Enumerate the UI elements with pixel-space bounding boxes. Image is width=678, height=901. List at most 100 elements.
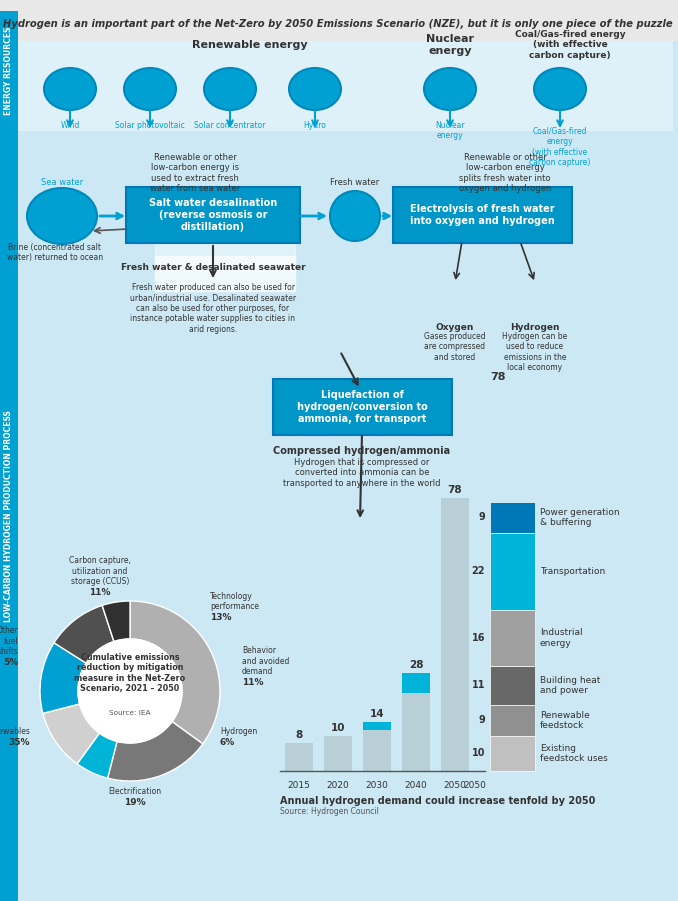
Text: Transportation: Transportation bbox=[540, 567, 605, 576]
Text: 6%: 6% bbox=[220, 738, 235, 747]
Text: Fresh water produced can also be used for
urban/industrial use. Desalinated seaw: Fresh water produced can also be used fo… bbox=[130, 283, 296, 333]
Text: Fresh water: Fresh water bbox=[330, 178, 380, 187]
Bar bbox=[402, 673, 430, 693]
Wedge shape bbox=[40, 642, 86, 714]
Bar bbox=[0, 131, 18, 901]
Text: 11%: 11% bbox=[242, 678, 264, 687]
FancyBboxPatch shape bbox=[393, 187, 572, 243]
Text: Industrial
energy: Industrial energy bbox=[540, 628, 582, 648]
Text: 78: 78 bbox=[447, 485, 462, 495]
Bar bbox=[490, 736, 535, 771]
Text: 2050: 2050 bbox=[443, 781, 466, 790]
Bar bbox=[490, 610, 535, 666]
Text: 2050: 2050 bbox=[463, 781, 486, 790]
Ellipse shape bbox=[124, 68, 176, 110]
Text: Renewables: Renewables bbox=[0, 727, 30, 736]
Text: Fresh water & desalinated seawater: Fresh water & desalinated seawater bbox=[121, 263, 305, 272]
Text: Behavior
and avoided
demand: Behavior and avoided demand bbox=[242, 646, 290, 676]
Text: 14: 14 bbox=[370, 709, 384, 719]
Text: Brine (concentrated salt
water) returned to ocean: Brine (concentrated salt water) returned… bbox=[7, 243, 103, 262]
Text: 16: 16 bbox=[471, 633, 485, 643]
Text: Hydrogen is an important part of the Net-Zero by 2050 Emissions Scenario (NZE), : Hydrogen is an important part of the Net… bbox=[3, 19, 673, 29]
Text: 5%: 5% bbox=[3, 658, 18, 667]
Ellipse shape bbox=[204, 68, 256, 110]
Text: ENERGY RESOURCES: ENERGY RESOURCES bbox=[5, 27, 14, 115]
Text: 22: 22 bbox=[471, 567, 485, 577]
Text: Other
fuel
shifts: Other fuel shifts bbox=[0, 626, 18, 656]
Text: 11%: 11% bbox=[89, 588, 111, 597]
Text: Sea water: Sea water bbox=[41, 178, 83, 187]
Bar bbox=[441, 498, 469, 771]
Text: 8: 8 bbox=[296, 730, 302, 740]
Text: 2020: 2020 bbox=[327, 781, 349, 790]
Bar bbox=[490, 705, 535, 736]
Bar bbox=[490, 502, 535, 533]
Text: 28: 28 bbox=[409, 660, 423, 670]
Text: Liquefaction of
hydrogen/conversion to
ammonia, for transport: Liquefaction of hydrogen/conversion to a… bbox=[297, 390, 427, 423]
Bar bbox=[363, 722, 391, 730]
Ellipse shape bbox=[424, 68, 476, 110]
Text: 10: 10 bbox=[331, 723, 345, 733]
Text: Renewable or other
low-carbon energy is
used to extract fresh
water from sea wat: Renewable or other low-carbon energy is … bbox=[150, 153, 240, 193]
Wedge shape bbox=[43, 704, 100, 764]
Ellipse shape bbox=[534, 68, 586, 110]
Text: Hydrogen: Hydrogen bbox=[511, 323, 560, 332]
Text: 9: 9 bbox=[478, 513, 485, 523]
FancyBboxPatch shape bbox=[273, 379, 452, 435]
Wedge shape bbox=[77, 733, 117, 778]
Text: Wind: Wind bbox=[60, 121, 80, 130]
Wedge shape bbox=[102, 601, 130, 642]
Text: Existing
feedstock uses: Existing feedstock uses bbox=[540, 744, 607, 763]
Bar bbox=[402, 673, 430, 771]
Ellipse shape bbox=[330, 191, 380, 241]
Text: Gases produced
are compressed
and stored: Gases produced are compressed and stored bbox=[424, 332, 486, 362]
Ellipse shape bbox=[437, 278, 473, 323]
Bar bbox=[0, 0, 678, 41]
FancyBboxPatch shape bbox=[126, 187, 300, 243]
Text: Hydrogen: Hydrogen bbox=[220, 727, 257, 736]
Text: Hydro: Hydro bbox=[304, 121, 326, 130]
Text: 10: 10 bbox=[471, 749, 485, 759]
Text: Coal/Gas-fired
energy
(with effective
carbon capture): Coal/Gas-fired energy (with effective ca… bbox=[530, 127, 591, 168]
Text: 35%: 35% bbox=[9, 738, 30, 747]
Text: 19%: 19% bbox=[124, 798, 146, 807]
Text: Cumulative emissions
reduction by mitigation
measure in the Net-Zero
Scenario, 2: Cumulative emissions reduction by mitiga… bbox=[75, 653, 186, 693]
Text: Salt water desalination
(reverse osmosis or
distillation): Salt water desalination (reverse osmosis… bbox=[149, 198, 277, 232]
Wedge shape bbox=[108, 722, 203, 781]
Wedge shape bbox=[130, 601, 220, 744]
Bar bbox=[285, 743, 313, 771]
Text: 78: 78 bbox=[490, 372, 506, 382]
Text: Renewable
feedstock: Renewable feedstock bbox=[540, 711, 590, 730]
Text: Solar photovoltaic: Solar photovoltaic bbox=[115, 121, 185, 130]
Wedge shape bbox=[54, 605, 114, 663]
Bar bbox=[490, 666, 535, 705]
Text: Renewable energy: Renewable energy bbox=[192, 40, 308, 50]
Bar bbox=[324, 736, 352, 771]
Bar bbox=[18, 41, 673, 131]
Text: 2030: 2030 bbox=[365, 781, 388, 790]
Text: Compressed hydrogen/ammonia: Compressed hydrogen/ammonia bbox=[273, 446, 451, 456]
Text: 11: 11 bbox=[471, 680, 485, 690]
Ellipse shape bbox=[44, 68, 96, 110]
Bar bbox=[18, 131, 673, 901]
Text: Solar concentrator: Solar concentrator bbox=[195, 121, 266, 130]
Text: Nuclear
energy: Nuclear energy bbox=[435, 121, 465, 141]
Ellipse shape bbox=[289, 68, 341, 110]
Text: Electrolysis of fresh water
into oxygen and hydrogen: Electrolysis of fresh water into oxygen … bbox=[410, 205, 555, 226]
Text: Technology
performance: Technology performance bbox=[210, 592, 259, 611]
Text: Coal/Gas-fired energy
(with effective
carbon capture): Coal/Gas-fired energy (with effective ca… bbox=[515, 30, 625, 59]
Text: Nuclear
energy: Nuclear energy bbox=[426, 34, 474, 56]
Circle shape bbox=[78, 639, 182, 743]
Text: Source: Hydrogen Council: Source: Hydrogen Council bbox=[280, 807, 379, 816]
Ellipse shape bbox=[27, 188, 97, 244]
Text: Carbon capture,
utilization and
storage (CCUS): Carbon capture, utilization and storage … bbox=[69, 556, 131, 586]
Text: 13%: 13% bbox=[210, 613, 231, 622]
Text: 2040: 2040 bbox=[405, 781, 427, 790]
Text: 9: 9 bbox=[478, 715, 485, 725]
Text: Electrification: Electrification bbox=[108, 787, 161, 796]
Text: LOW-CARBON HYDROGEN PRODUCTION PROCESS: LOW-CARBON HYDROGEN PRODUCTION PROCESS bbox=[5, 410, 14, 622]
Bar bbox=[490, 533, 535, 610]
Text: 2015: 2015 bbox=[287, 781, 311, 790]
Text: Oxygen: Oxygen bbox=[436, 323, 474, 332]
Text: Renewable or other
low-carbon energy
splits fresh water into
oxygen and hydrogen: Renewable or other low-carbon energy spl… bbox=[459, 153, 551, 193]
